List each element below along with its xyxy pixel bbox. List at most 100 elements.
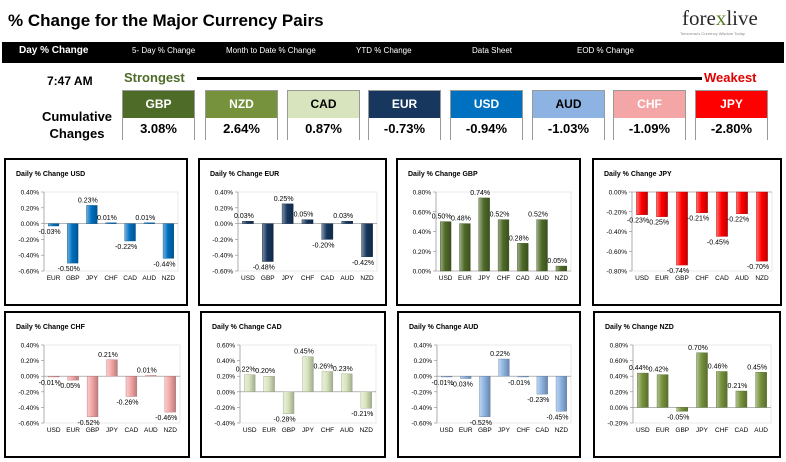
y-tick-label: 0.40% <box>21 343 40 350</box>
chart-title: Daily % Change JPY <box>604 171 672 178</box>
y-tick-label: -0.80% <box>606 269 627 276</box>
x-tick-label: AUD <box>535 275 549 282</box>
currency-code: GBP <box>123 91 194 118</box>
chart-jpy: Daily % Change JPY 0.00% -0.20% -0.40% -0.60… <box>604 171 773 282</box>
y-tick-label: 0.60% <box>413 209 432 216</box>
cumulative-box-nzd: NZD 2.64% <box>205 90 278 140</box>
x-tick-label: JPY <box>498 427 511 434</box>
x-tick-label: USD <box>439 275 453 282</box>
x-tick-label: CAD <box>125 427 139 434</box>
data-label: -0.21% <box>687 216 709 223</box>
x-tick-label: NZD <box>555 427 569 434</box>
bar-cad <box>125 376 138 397</box>
nav-5day-change[interactable]: 5- Day % Change <box>132 46 196 55</box>
currency-cumulative-value: 2.64% <box>206 118 277 140</box>
data-label: -0.46% <box>155 415 177 422</box>
cumulative-box-chf: CHF -1.09% <box>613 90 686 140</box>
nav-month-to-date-change[interactable]: Month to Date % Change <box>226 46 316 55</box>
data-label: -0.01% <box>508 380 530 387</box>
logo-text: forexlive <box>682 6 758 30</box>
y-tick-label: -0.60% <box>18 421 39 428</box>
x-tick-label: USD <box>47 427 61 434</box>
nav-ytd-change[interactable]: YTD % Change <box>356 46 412 55</box>
y-tick-label: 0.20% <box>21 205 40 212</box>
bar-nzd <box>360 391 372 409</box>
bar-chf <box>517 376 529 378</box>
y-tick-label: 0.00% <box>21 374 40 381</box>
bar-cad <box>735 390 748 408</box>
data-label: -0.03% <box>38 229 60 236</box>
data-label: -0.48% <box>253 265 275 272</box>
y-tick-label: -0.20% <box>607 421 628 428</box>
bar-eur <box>656 191 668 217</box>
currency-cumulative-value: -2.80% <box>696 118 767 140</box>
x-tick-label: EUR <box>655 275 669 282</box>
x-tick-label: USD <box>635 275 649 282</box>
chart-chf: Daily % Change CHF0.40%0.20%0.00%-0.20%-… <box>16 324 181 434</box>
bar-eur <box>656 374 669 408</box>
forexlive-logo[interactable]: forexlive Tomorrow's Currency Wisdom Tod… <box>666 6 776 40</box>
bar-chf <box>105 222 117 224</box>
x-tick-label: AUD <box>735 275 749 282</box>
chart-title: Daily % Change GBP <box>408 171 478 178</box>
data-label: 0.52% <box>528 212 548 219</box>
nav-bar: Day % Change 5- Day % Change Month to Da… <box>2 42 784 63</box>
x-tick-label: JPY <box>478 275 491 282</box>
bar-cad <box>536 376 548 395</box>
x-tick-label: GBP <box>675 275 689 282</box>
chart-cad: Daily % Change CAD 0.60% 0.40% 0.20% 0.00% -0… <box>212 324 377 434</box>
nav-eod-change[interactable]: EOD % Change <box>577 46 634 55</box>
currency-cumulative-value: -0.94% <box>451 118 522 140</box>
bar-gbp <box>67 223 79 264</box>
y-tick-label: 0.60% <box>217 343 236 350</box>
bar-usd <box>48 376 60 378</box>
bar-chf <box>696 191 708 213</box>
x-tick-label: NZD <box>164 427 178 434</box>
bar-usd <box>242 221 254 224</box>
data-label: 0.21% <box>98 352 118 359</box>
y-tick-label: 0.40% <box>414 343 433 350</box>
timestamp: 7:47 AM <box>47 74 93 88</box>
x-tick-label: AUD <box>340 427 354 434</box>
nav-data-sheet[interactable]: Data Sheet <box>472 46 513 55</box>
x-tick-label: JPY <box>86 275 99 282</box>
x-tick-label: CAD <box>320 275 334 282</box>
x-tick-label: CHF <box>321 427 334 434</box>
data-label: 0.26% <box>313 364 333 371</box>
y-tick-label: 0.20% <box>413 249 432 256</box>
chart-panel-jpy: Daily % Change JPY 0.00% -0.20% -0.40% -0.60… <box>592 158 782 306</box>
y-tick-label: -0.40% <box>18 405 39 412</box>
data-label: -0.01% <box>39 380 61 387</box>
data-label: 0.05% <box>547 258 567 265</box>
x-tick-label: NZD <box>360 427 374 434</box>
x-tick-label: EUR <box>656 427 670 434</box>
x-tick-label: CHF <box>497 275 510 282</box>
x-tick-label: GBP <box>675 427 689 434</box>
data-label: -0.45% <box>707 239 729 246</box>
bar-chf <box>715 371 728 408</box>
x-tick-label: AUD <box>144 427 158 434</box>
x-tick-label: GBP <box>282 427 296 434</box>
data-label: 0.45% <box>294 349 314 356</box>
strength-arrow-line <box>197 77 702 80</box>
bar-jpy <box>498 358 510 377</box>
y-tick-label: -0.40% <box>411 405 432 412</box>
data-label: 0.21% <box>727 383 747 390</box>
nav-day-change[interactable]: Day % Change <box>19 45 89 56</box>
y-tick-label: 0.00% <box>215 221 234 228</box>
chart-panel-cad: Daily % Change CAD 0.60% 0.40% 0.20% 0.00% -0… <box>200 311 386 458</box>
x-tick-label: EUR <box>458 275 472 282</box>
currency-cumulative-value: 3.08% <box>123 118 194 140</box>
data-label: 0.22% <box>490 351 510 358</box>
bar-gbp <box>282 391 295 414</box>
bar-gbp <box>676 191 688 266</box>
data-label: -0.01% <box>431 380 453 387</box>
y-tick-label: -0.40% <box>606 229 627 236</box>
currency-cumulative-value: -1.09% <box>614 118 685 140</box>
data-label: -0.23% <box>627 218 649 225</box>
x-tick-label: EUR <box>47 275 61 282</box>
data-label: 0.22% <box>236 367 256 374</box>
bar-gbp <box>262 223 274 262</box>
y-tick-label: 0.40% <box>21 190 40 197</box>
bar-aud <box>341 221 353 224</box>
